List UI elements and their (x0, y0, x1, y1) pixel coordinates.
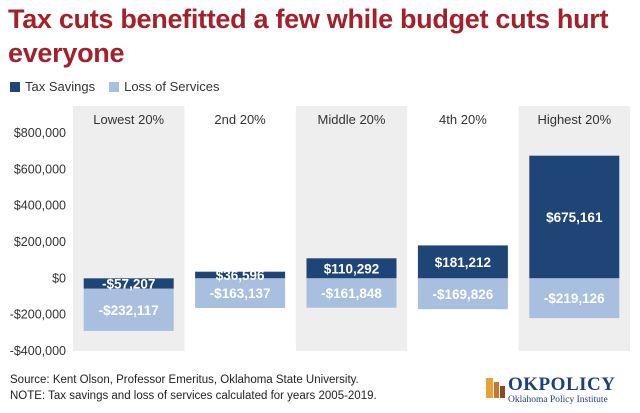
legend-label-loss-of-services: Loss of Services (124, 79, 220, 94)
bar-tax-savings-2 (306, 258, 397, 279)
legend-item-loss-of-services: Loss of Services (109, 79, 219, 94)
y-tick-label-1: -$200,000 (10, 308, 66, 322)
data-label-loss-of-services-1: -$163,137 (210, 286, 271, 301)
source-note: Source: Kent Olson, Professor Emeritus, … (10, 374, 359, 386)
data-label-loss-of-services-4: -$219,126 (544, 291, 605, 306)
data-label-tax-savings-0: -$57,207 (102, 277, 155, 292)
column-band-2 (295, 106, 408, 351)
y-tick-label-5: $600,000 (14, 162, 66, 176)
category-label-1: 2nd 20% (214, 112, 266, 127)
category-label-2: Middle 20% (318, 112, 386, 127)
y-tick-label-0: -$400,000 (10, 344, 66, 358)
calculation-note: NOTE: Tax savings and loss of services c… (10, 390, 377, 402)
bar-loss-of-services-0 (83, 288, 174, 331)
legend-item-tax-savings: Tax Savings (10, 79, 95, 94)
legend-swatch-tax-savings (10, 81, 20, 92)
data-label-tax-savings-3: $181,212 (435, 255, 491, 270)
bar-loss-of-services-2 (306, 278, 397, 308)
legend: Tax Savings Loss of Services (10, 79, 233, 94)
category-label-4: Highest 20% (537, 112, 611, 127)
bar-tax-savings-1 (195, 271, 286, 279)
bar-tax-savings-0 (83, 278, 174, 289)
bar-loss-of-services-1 (195, 278, 286, 308)
chart-title: Tax cuts benefitted a few while budget c… (8, 4, 609, 68)
okpolicy-logo: OKPOLICY Oklahoma Policy Institute (486, 374, 626, 408)
data-label-tax-savings-2: $110,292 (324, 261, 380, 276)
y-tick-label-3: $200,000 (14, 235, 66, 249)
logo-name: OKPOLICY (508, 374, 616, 395)
legend-label-tax-savings: Tax Savings (25, 79, 96, 94)
bar-chart: -$400,000 -$200,000 $0 $200,000 $400,000 $600… (10, 106, 630, 358)
y-tick-label-2: $0 (52, 271, 66, 285)
bar-tax-savings-3 (417, 245, 508, 279)
data-label-loss-of-services-0: -$232,117 (99, 303, 159, 318)
legend-swatch-loss-of-services (109, 81, 120, 92)
logo-subtitle: Oklahoma Policy Institute (508, 395, 608, 405)
y-tick-label-6: $800,000 (14, 126, 66, 140)
footer: Source: Kent Olson, Professor Emeritus, … (10, 372, 377, 404)
bar-tax-savings-4 (529, 155, 620, 279)
logo-mark-icon (486, 378, 505, 398)
data-label-tax-savings-1: $36,596 (216, 268, 265, 283)
data-label-loss-of-services-3: -$169,826 (432, 287, 493, 302)
y-tick-label-4: $400,000 (14, 199, 66, 213)
bar-loss-of-services-4 (529, 278, 620, 319)
category-label-3: 4th 20% (439, 112, 487, 127)
category-label-0: Lowest 20% (93, 112, 164, 127)
bar-loss-of-services-3 (417, 278, 508, 310)
data-label-loss-of-services-2: -$161,848 (321, 286, 382, 301)
data-label-tax-savings-4: $675,161 (546, 210, 603, 225)
